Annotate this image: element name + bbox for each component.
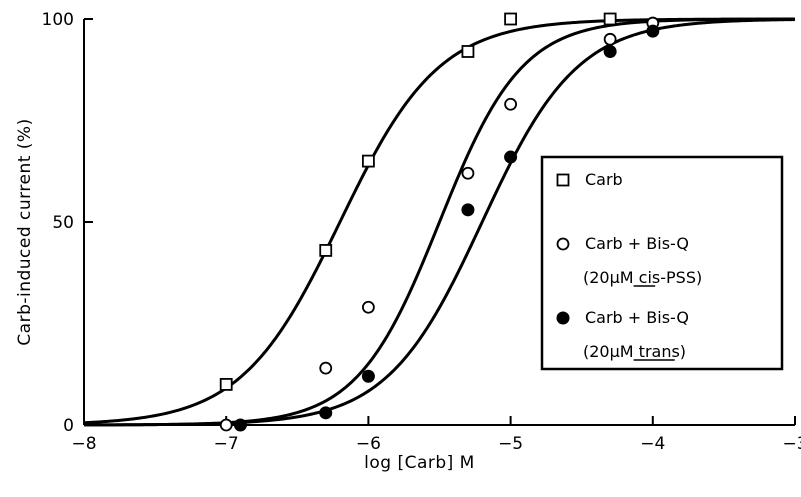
x-tick-label: −8 bbox=[71, 434, 96, 454]
data-point-series-1 bbox=[361, 154, 375, 168]
x-tick-label: −6 bbox=[356, 434, 381, 454]
data-point-series-3 bbox=[603, 44, 617, 58]
legend-label: Carb + Bis-Q bbox=[585, 308, 689, 327]
fit-curve-series-3 bbox=[83, 18, 796, 427]
legend-marker-filled-circle bbox=[556, 311, 570, 325]
x-tick-label: −5 bbox=[498, 434, 523, 454]
y-tick-label: 50 bbox=[52, 213, 74, 233]
data-point-series-1 bbox=[219, 377, 233, 391]
x-tick-label: −4 bbox=[640, 434, 665, 454]
data-point-series-1 bbox=[461, 45, 475, 58]
legend-marker-open-circle bbox=[556, 237, 570, 251]
y-axis-title: Carb-induced current (%) bbox=[15, 118, 35, 345]
data-point-series-3 bbox=[646, 24, 660, 38]
data-point-series-3 bbox=[319, 406, 333, 420]
y-tick-label: 0 bbox=[63, 416, 74, 436]
data-point-series-2 bbox=[461, 166, 475, 180]
fit-curves bbox=[83, 17, 796, 427]
data-points bbox=[219, 12, 660, 432]
x-tick-label: −3 bbox=[782, 434, 801, 454]
data-point-series-3 bbox=[361, 369, 375, 383]
data-point-series-2 bbox=[504, 97, 518, 111]
legend-label: (20μM cis-PSS) bbox=[583, 268, 702, 287]
data-point-series-2 bbox=[219, 418, 233, 432]
legend-label: (20μM trans) bbox=[583, 342, 686, 361]
y-tick-label: 100 bbox=[42, 10, 74, 30]
data-point-series-3 bbox=[461, 203, 475, 217]
data-point-series-3 bbox=[233, 418, 247, 432]
legend-marker-open-square bbox=[556, 173, 570, 187]
data-point-series-3 bbox=[504, 150, 518, 164]
data-point-series-1 bbox=[504, 12, 518, 26]
data-point-series-2 bbox=[361, 300, 375, 314]
x-tick-label: −7 bbox=[214, 434, 239, 454]
data-point-series-2 bbox=[319, 361, 333, 375]
legend: Carb Carb + Bis-Q (20μM cis-PSS) Carb + Bis… bbox=[540, 155, 784, 371]
data-point-series-2 bbox=[603, 32, 617, 46]
x-axis-title: log [Carb] M bbox=[364, 453, 475, 473]
legend-label: Carb + Bis-Q bbox=[585, 234, 689, 253]
legend-box bbox=[540, 155, 784, 371]
data-point-series-1 bbox=[603, 12, 617, 26]
legend-label: Carb bbox=[585, 170, 623, 189]
data-point-series-1 bbox=[319, 244, 333, 257]
axis-labels: log [Carb] M Carb-induced current (%) bbox=[15, 118, 475, 473]
